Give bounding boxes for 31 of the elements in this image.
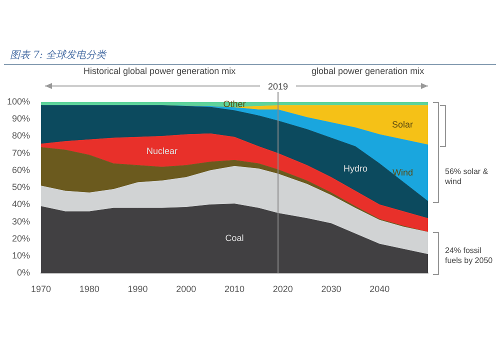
x-tick-label: 2010: [224, 284, 245, 294]
series-label: Coal: [225, 233, 244, 244]
series-label: Nuclear: [146, 146, 178, 156]
y-tick-label: 20%: [12, 233, 30, 244]
text: 24% fossil fuels by 2050: [445, 246, 494, 266]
x-tick-label: 1990: [128, 284, 148, 294]
y-tick-label: 40%: [12, 199, 30, 210]
y-tick-label: 70%: [12, 148, 30, 158]
y-tick-label: 100%: [6, 96, 30, 106]
x-tick-label: 1970: [31, 284, 52, 294]
text: Historical global power generation mix: [84, 66, 236, 76]
series-label: Wind: [392, 168, 414, 178]
ref-line-label: 2019: [268, 81, 288, 92]
y-tick-label: 80%: [12, 130, 30, 141]
series-label: Other: [223, 99, 246, 110]
y-tick-label: 60%: [12, 164, 30, 175]
text: 56% solar & wind: [445, 167, 490, 188]
x-tick-label: 2030: [321, 284, 342, 294]
x-tick-label: 2020: [272, 284, 293, 294]
text: global power generation mix: [312, 66, 424, 76]
chart-title: 图表 7: 全球发电分类: [10, 48, 106, 62]
y-tick-label: 10%: [12, 250, 30, 261]
x-tick-label: 1980: [79, 284, 100, 294]
y-tick-label: 90%: [12, 114, 30, 124]
y-tick-label: 30%: [12, 216, 30, 226]
x-tick-label: 2000: [176, 284, 196, 294]
y-tick-label: 50%: [12, 182, 30, 192]
series-label: Solar: [392, 120, 414, 130]
y-tick-label: 0%: [17, 268, 30, 278]
x-tick-label: 2040: [370, 284, 390, 294]
series-label: Hydro: [343, 163, 368, 174]
